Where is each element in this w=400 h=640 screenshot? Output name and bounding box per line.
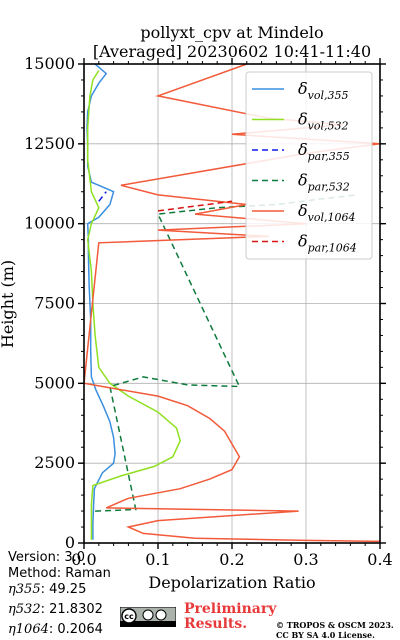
- method-text: Method: Raman: [8, 566, 111, 581]
- copyright-note: © TROPOS & OSCM 2023. CC BY SA 4.0 Licen…: [276, 620, 394, 640]
- series-line-vol532: [86, 70, 181, 540]
- series-line-vol355: [86, 64, 116, 540]
- preliminary-note: Preliminary Results.: [184, 601, 277, 632]
- x-tick-label: 0.2: [219, 550, 244, 569]
- x-tick-label: 0.4: [367, 550, 392, 569]
- y-tick-label: 2500: [34, 453, 75, 472]
- x-tick-label: 0.0: [71, 550, 96, 569]
- eta532-text: η532: 21.8302: [8, 602, 103, 617]
- y-tick-label: 12500: [24, 134, 75, 153]
- cc-by-sa-badge-icon: cc: [120, 607, 176, 627]
- x-tick-label: 0.1: [145, 550, 170, 569]
- y-tick-label: 0: [65, 533, 75, 552]
- eta1064-text: η1064: 0.2064: [8, 622, 103, 637]
- eta355-text: η355: 49.25: [8, 582, 87, 597]
- y-tick-label: 5000: [34, 373, 75, 392]
- x-axis-label: Depolarization Ratio: [148, 573, 315, 592]
- version-text: Version: 3.0: [8, 550, 85, 565]
- y-tick-label: 7500: [34, 294, 75, 313]
- chart-title-line2: [Averaged] 20230602 10:41-11:40: [93, 42, 371, 61]
- y-tick-label: 10000: [24, 214, 75, 233]
- chart-legend: δvol,355δvol,532δpar,355δpar,532δvol,106…: [245, 71, 373, 260]
- series-line-par355: [98, 191, 107, 202]
- y-axis-label: Height (m): [0, 260, 17, 348]
- y-tick-label: 15000: [24, 54, 75, 73]
- series-line-par1064: [157, 200, 233, 212]
- svg-text:cc: cc: [124, 612, 134, 621]
- chart-ticks: 0.0 0.1 0.2 0.3 0.4 0 2500 5000 7500 10000 12500 15…: [24, 54, 393, 569]
- chart-title-line1: pollyxt_cpv at Mindelo: [140, 23, 323, 42]
- x-tick-label: 0.3: [293, 550, 318, 569]
